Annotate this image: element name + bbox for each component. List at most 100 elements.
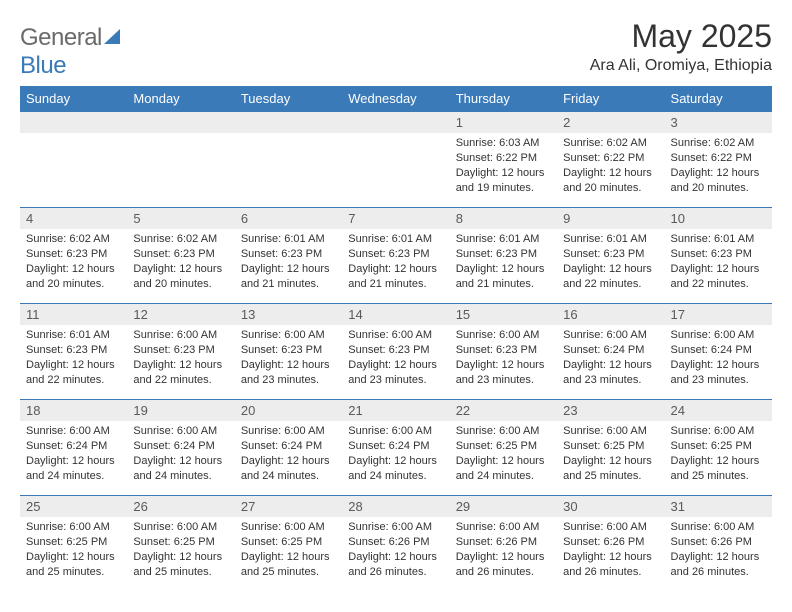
day-number: 16 (557, 304, 664, 325)
sunrise-text: Sunrise: 6:00 AM (133, 424, 228, 439)
calendar-day-cell: 24Sunrise: 6:00 AMSunset: 6:25 PMDayligh… (665, 400, 772, 496)
daylight-text: Daylight: 12 hours and 23 minutes. (563, 358, 658, 388)
day-details: Sunrise: 6:00 AMSunset: 6:24 PMDaylight:… (20, 421, 127, 487)
day-details: Sunrise: 6:01 AMSunset: 6:23 PMDaylight:… (235, 229, 342, 295)
calendar-day-cell (235, 112, 342, 208)
calendar-day-cell (20, 112, 127, 208)
sunrise-text: Sunrise: 6:01 AM (348, 232, 443, 247)
day-number: 7 (342, 208, 449, 229)
day-number: 25 (20, 496, 127, 517)
calendar-day-cell: 17Sunrise: 6:00 AMSunset: 6:24 PMDayligh… (665, 304, 772, 400)
calendar-day-cell: 14Sunrise: 6:00 AMSunset: 6:23 PMDayligh… (342, 304, 449, 400)
sunset-text: Sunset: 6:25 PM (671, 439, 766, 454)
daylight-text: Daylight: 12 hours and 25 minutes. (241, 550, 336, 580)
sunset-text: Sunset: 6:22 PM (456, 151, 551, 166)
daylight-text: Daylight: 12 hours and 21 minutes. (456, 262, 551, 292)
day-number: 28 (342, 496, 449, 517)
sunset-text: Sunset: 6:23 PM (241, 247, 336, 262)
calendar-day-cell: 2Sunrise: 6:02 AMSunset: 6:22 PMDaylight… (557, 112, 664, 208)
day-details: Sunrise: 6:00 AMSunset: 6:25 PMDaylight:… (20, 517, 127, 583)
sunrise-text: Sunrise: 6:00 AM (456, 424, 551, 439)
calendar-day-cell: 23Sunrise: 6:00 AMSunset: 6:25 PMDayligh… (557, 400, 664, 496)
day-details: Sunrise: 6:00 AMSunset: 6:26 PMDaylight:… (342, 517, 449, 583)
sunrise-text: Sunrise: 6:00 AM (671, 424, 766, 439)
calendar-day-cell: 26Sunrise: 6:00 AMSunset: 6:25 PMDayligh… (127, 496, 234, 592)
sunset-text: Sunset: 6:25 PM (563, 439, 658, 454)
calendar-day-cell: 15Sunrise: 6:00 AMSunset: 6:23 PMDayligh… (450, 304, 557, 400)
calendar-day-cell: 27Sunrise: 6:00 AMSunset: 6:25 PMDayligh… (235, 496, 342, 592)
day-details: Sunrise: 6:02 AMSunset: 6:23 PMDaylight:… (20, 229, 127, 295)
day-number (235, 112, 342, 133)
sunset-text: Sunset: 6:25 PM (133, 535, 228, 550)
sunset-text: Sunset: 6:23 PM (348, 343, 443, 358)
sunrise-text: Sunrise: 6:00 AM (671, 328, 766, 343)
sunset-text: Sunset: 6:26 PM (456, 535, 551, 550)
brand-logo: General Blue (20, 24, 124, 80)
day-number: 26 (127, 496, 234, 517)
sunset-text: Sunset: 6:26 PM (348, 535, 443, 550)
sunset-text: Sunset: 6:23 PM (563, 247, 658, 262)
brand-text: General Blue (20, 24, 124, 80)
weekday-header: Saturday (665, 86, 772, 112)
brand-part1: General (20, 24, 102, 51)
daylight-text: Daylight: 12 hours and 20 minutes. (133, 262, 228, 292)
daylight-text: Daylight: 12 hours and 24 minutes. (133, 454, 228, 484)
day-number: 3 (665, 112, 772, 133)
calendar-day-cell (127, 112, 234, 208)
calendar-day-cell: 6Sunrise: 6:01 AMSunset: 6:23 PMDaylight… (235, 208, 342, 304)
sunrise-text: Sunrise: 6:01 AM (671, 232, 766, 247)
sunset-text: Sunset: 6:26 PM (671, 535, 766, 550)
calendar-day-cell: 28Sunrise: 6:00 AMSunset: 6:26 PMDayligh… (342, 496, 449, 592)
calendar-day-cell: 29Sunrise: 6:00 AMSunset: 6:26 PMDayligh… (450, 496, 557, 592)
sunrise-text: Sunrise: 6:00 AM (563, 520, 658, 535)
calendar-day-cell: 3Sunrise: 6:02 AMSunset: 6:22 PMDaylight… (665, 112, 772, 208)
day-number: 19 (127, 400, 234, 421)
day-details: Sunrise: 6:00 AMSunset: 6:24 PMDaylight:… (557, 325, 664, 391)
day-number (20, 112, 127, 133)
sunrise-text: Sunrise: 6:01 AM (26, 328, 121, 343)
weekday-header: Monday (127, 86, 234, 112)
calendar-day-cell: 16Sunrise: 6:00 AMSunset: 6:24 PMDayligh… (557, 304, 664, 400)
day-number: 20 (235, 400, 342, 421)
calendar-day-cell: 11Sunrise: 6:01 AMSunset: 6:23 PMDayligh… (20, 304, 127, 400)
sunrise-text: Sunrise: 6:00 AM (456, 520, 551, 535)
calendar-day-cell: 25Sunrise: 6:00 AMSunset: 6:25 PMDayligh… (20, 496, 127, 592)
sunrise-text: Sunrise: 6:00 AM (563, 328, 658, 343)
calendar-day-cell: 18Sunrise: 6:00 AMSunset: 6:24 PMDayligh… (20, 400, 127, 496)
sunrise-text: Sunrise: 6:02 AM (26, 232, 121, 247)
calendar-day-cell: 4Sunrise: 6:02 AMSunset: 6:23 PMDaylight… (20, 208, 127, 304)
day-details: Sunrise: 6:00 AMSunset: 6:25 PMDaylight:… (235, 517, 342, 583)
day-number (342, 112, 449, 133)
sunset-text: Sunset: 6:23 PM (26, 343, 121, 358)
sunrise-text: Sunrise: 6:00 AM (133, 328, 228, 343)
day-number: 9 (557, 208, 664, 229)
sunrise-text: Sunrise: 6:00 AM (241, 520, 336, 535)
day-details: Sunrise: 6:00 AMSunset: 6:24 PMDaylight:… (127, 421, 234, 487)
sunset-text: Sunset: 6:24 PM (348, 439, 443, 454)
day-details: Sunrise: 6:01 AMSunset: 6:23 PMDaylight:… (450, 229, 557, 295)
daylight-text: Daylight: 12 hours and 24 minutes. (348, 454, 443, 484)
day-number: 21 (342, 400, 449, 421)
sunset-text: Sunset: 6:23 PM (241, 343, 336, 358)
day-details: Sunrise: 6:00 AMSunset: 6:23 PMDaylight:… (342, 325, 449, 391)
day-number: 30 (557, 496, 664, 517)
day-details: Sunrise: 6:00 AMSunset: 6:24 PMDaylight:… (235, 421, 342, 487)
calendar-body: 1Sunrise: 6:03 AMSunset: 6:22 PMDaylight… (20, 112, 772, 592)
daylight-text: Daylight: 12 hours and 26 minutes. (563, 550, 658, 580)
sunset-text: Sunset: 6:24 PM (26, 439, 121, 454)
day-number: 6 (235, 208, 342, 229)
day-number: 12 (127, 304, 234, 325)
daylight-text: Daylight: 12 hours and 22 minutes. (563, 262, 658, 292)
day-details: Sunrise: 6:02 AMSunset: 6:22 PMDaylight:… (557, 133, 664, 199)
daylight-text: Daylight: 12 hours and 25 minutes. (563, 454, 658, 484)
daylight-text: Daylight: 12 hours and 22 minutes. (671, 262, 766, 292)
daylight-text: Daylight: 12 hours and 26 minutes. (348, 550, 443, 580)
day-number: 22 (450, 400, 557, 421)
day-number: 27 (235, 496, 342, 517)
daylight-text: Daylight: 12 hours and 21 minutes. (348, 262, 443, 292)
sunset-text: Sunset: 6:23 PM (348, 247, 443, 262)
calendar-day-cell: 7 Sunrise: 6:01 AMSunset: 6:23 PMDaylight… (342, 208, 449, 304)
sunset-text: Sunset: 6:23 PM (26, 247, 121, 262)
weekday-header: Friday (557, 86, 664, 112)
calendar-week-row: 4Sunrise: 6:02 AMSunset: 6:23 PMDaylight… (20, 208, 772, 304)
